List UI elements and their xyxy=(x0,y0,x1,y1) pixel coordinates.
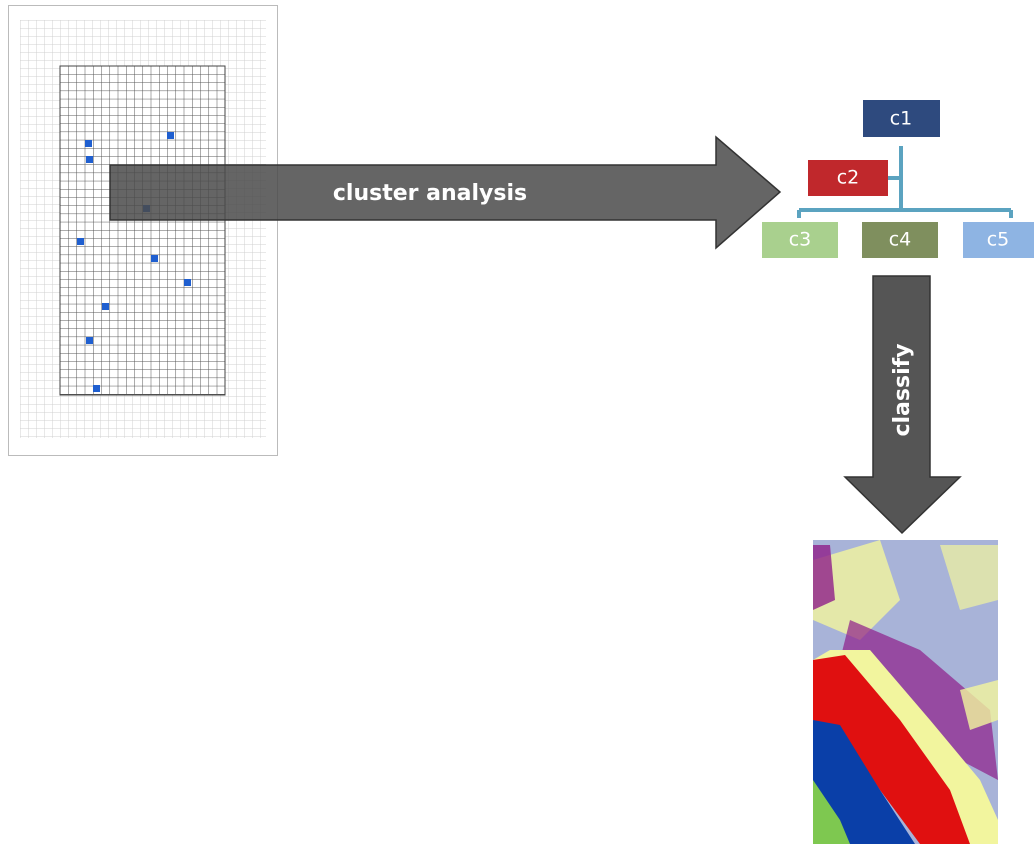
node-label: c3 xyxy=(789,229,812,251)
classified-image xyxy=(813,540,998,844)
node-label: c5 xyxy=(987,229,1010,251)
cluster-tree: c1 c2 c3 c4 c5 xyxy=(762,100,1034,258)
node-label: c2 xyxy=(837,167,860,189)
input-grid-panel xyxy=(9,6,278,456)
arrow-label: classify xyxy=(890,343,915,436)
node-label: c4 xyxy=(889,229,912,251)
diagram: cluster analysis c1 c2 c3 c4 c5 classify xyxy=(0,0,1034,844)
node-label: c1 xyxy=(890,108,913,130)
classify-arrow: classify xyxy=(845,276,960,533)
arrow-label: cluster analysis xyxy=(333,181,527,206)
